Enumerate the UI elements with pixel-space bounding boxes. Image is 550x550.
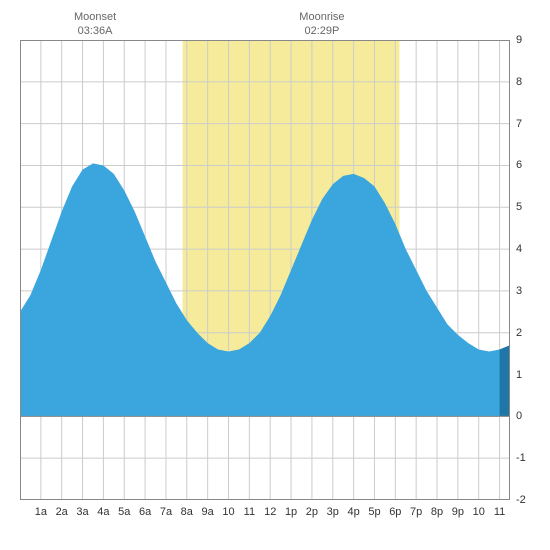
annotation-title: Moonrise (292, 10, 352, 24)
x-tick-label: 8a (181, 506, 193, 518)
x-tick-label: 9p (452, 506, 464, 518)
y-axis-labels: -2 -1 0 1 2 3 4 5 6 7 8 9 (516, 10, 530, 530)
x-tick-label: 4p (347, 506, 359, 518)
y-tick-label: 4 (516, 243, 522, 255)
y-tick-label: 1 (516, 369, 522, 381)
x-tick-label: 2p (306, 506, 318, 518)
x-tick-label: 9a (202, 506, 214, 518)
y-tick-label: 8 (516, 76, 522, 88)
y-tick-label: -2 (516, 494, 526, 506)
x-tick-label: 7p (410, 506, 422, 518)
x-tick-label: 1p (285, 506, 297, 518)
y-tick-label: 2 (516, 327, 522, 339)
tide-area-dark (500, 345, 510, 416)
x-tick-label: 6p (389, 506, 401, 518)
y-tick-label: 6 (516, 159, 522, 171)
tide-chart: Moonset03:36A Moonrise02:29P 1a 2a 3a 4a 5a 6a… (10, 10, 530, 530)
annotation-time: 03:36A (65, 24, 125, 38)
annotation-moonrise: Moonrise02:29P (292, 10, 352, 39)
x-tick-label: 11 (494, 506, 505, 518)
x-tick-label: 3p (327, 506, 339, 518)
x-tick-label: 11 (244, 506, 255, 518)
x-tick-label: 2a (56, 506, 68, 518)
x-tick-label: 5p (368, 506, 380, 518)
x-tick-label: 4a (97, 506, 109, 518)
x-tick-label: 8p (431, 506, 443, 518)
chart-svg (20, 40, 510, 500)
x-tick-label: 10 (222, 506, 234, 518)
y-tick-label: 5 (516, 201, 522, 213)
x-axis-labels: 1a 2a 3a 4a 5a 6a 7a 8a 9a 10 11 12 1p 2p 3p 4p 5p 6p 7p 8p… (10, 506, 530, 530)
x-tick-label: 5a (118, 506, 130, 518)
x-tick-label: 12 (264, 506, 276, 518)
y-tick-label: 0 (516, 410, 522, 422)
annotation-time: 02:29P (292, 24, 352, 38)
x-tick-label: 1a (35, 506, 47, 518)
y-tick-label: 9 (516, 34, 522, 46)
x-tick-label: 7a (160, 506, 172, 518)
y-tick-label: -1 (516, 452, 526, 464)
annotation-title: Moonset (65, 10, 125, 24)
y-tick-label: 3 (516, 285, 522, 297)
x-tick-label: 3a (76, 506, 88, 518)
x-tick-label: 6a (139, 506, 151, 518)
annotation-moonset: Moonset03:36A (65, 10, 125, 39)
y-tick-label: 7 (516, 118, 522, 130)
x-tick-label: 10 (473, 506, 485, 518)
